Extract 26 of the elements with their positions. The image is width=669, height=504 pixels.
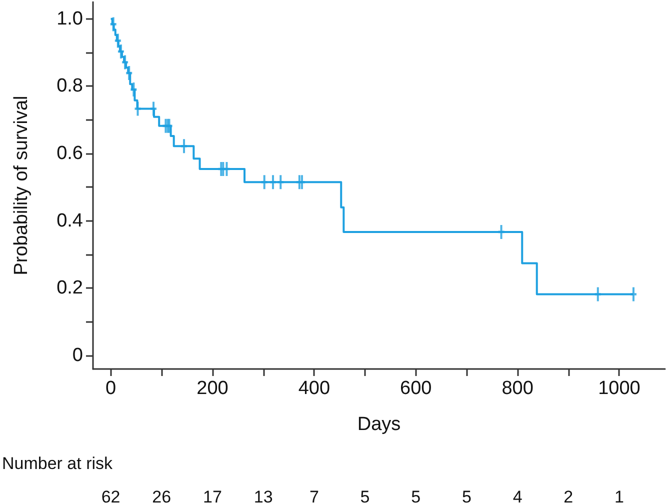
text: 4 [512,488,522,504]
y-axis-title: Probability of survival [11,96,32,276]
x-tick-label: 0 [106,378,116,399]
x-tick-label: 400 [298,378,330,399]
text: 5 [462,488,472,504]
y-tick-label: 0.4 [56,210,84,232]
x-tick-label: 200 [196,378,228,399]
x-tick-label: 800 [502,378,534,399]
text: 17 [203,488,222,504]
text: 1 [614,488,624,504]
x-tick-label: 600 [400,378,432,399]
y-tick-label: 1.0 [56,8,83,30]
text: 13 [254,488,273,504]
y-tick-label: 0.2 [56,278,83,299]
x-axis-title: Days [357,414,401,435]
text: 2 [564,488,574,504]
text: 26 [152,488,172,504]
text: 7 [309,488,319,504]
text: 62 [101,488,120,504]
text: 5 [411,488,421,504]
y-tick-label: 0.8 [56,76,83,97]
x-tick-label: 1000 [598,378,640,399]
y-tick-label: 0.6 [56,143,83,164]
text: Number at risk [2,454,114,473]
text: 5 [360,488,370,504]
y-tick-label: 0 [72,345,83,366]
